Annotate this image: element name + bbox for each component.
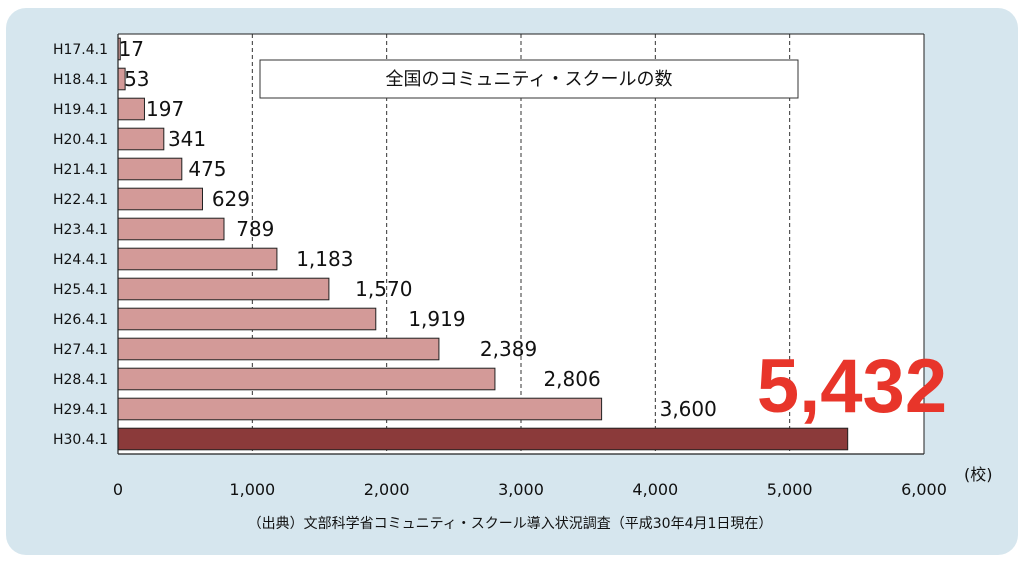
value-label: 2,806 — [543, 367, 600, 391]
bar — [117, 187, 203, 211]
category-label: H26.4.1 — [53, 312, 108, 328]
category-label: H28.4.1 — [53, 372, 108, 388]
bar — [117, 97, 145, 121]
x-axis-unit: (校) — [964, 465, 993, 484]
value-label: 3,600 — [660, 397, 717, 421]
x-tick-label: 6,000 — [901, 480, 947, 499]
category-label: H17.4.1 — [53, 42, 108, 58]
bar — [117, 427, 849, 451]
chart-title: 全国のコミュニティ・スクールの数 — [386, 69, 673, 90]
value-label: 789 — [236, 217, 274, 241]
x-tick-label: 1,000 — [229, 480, 275, 499]
x-tick-label: 4,000 — [632, 480, 678, 499]
bar — [117, 217, 225, 241]
highlight-value-label: 5,432 — [757, 344, 947, 429]
category-label: H30.4.1 — [53, 432, 108, 448]
value-label: 341 — [168, 127, 206, 151]
bar — [117, 127, 165, 151]
bar — [117, 337, 440, 361]
value-label: 1,919 — [408, 307, 465, 331]
category-label: H21.4.1 — [53, 162, 108, 178]
source-note: （出典）文部科学省コミュニティ・スクール導入状況調査（平成30年4月1日現在） — [248, 516, 773, 532]
bar — [117, 157, 183, 181]
bar — [117, 247, 278, 271]
value-label: 17 — [119, 37, 144, 61]
bar — [117, 397, 603, 421]
bar — [117, 277, 330, 301]
category-label: H18.4.1 — [53, 72, 108, 88]
category-label: H22.4.1 — [53, 192, 108, 208]
category-label: H29.4.1 — [53, 402, 108, 418]
value-label: 475 — [188, 157, 226, 181]
category-label: H20.4.1 — [53, 132, 108, 148]
value-label: 197 — [146, 97, 184, 121]
category-label: H23.4.1 — [53, 222, 108, 238]
value-label: 2,389 — [480, 337, 537, 361]
x-tick-label: 2,000 — [364, 480, 410, 499]
bar — [117, 307, 377, 331]
x-tick-label: 0 — [113, 480, 123, 499]
bar — [117, 367, 496, 391]
value-label: 629 — [212, 187, 250, 211]
value-label: 1,183 — [296, 247, 353, 271]
category-label: H24.4.1 — [53, 252, 108, 268]
value-label: 1,570 — [355, 277, 412, 301]
category-label: H27.4.1 — [53, 342, 108, 358]
category-label: H25.4.1 — [53, 282, 108, 298]
x-tick-label: 3,000 — [498, 480, 544, 499]
chart-title-box — [259, 59, 799, 99]
category-label: H19.4.1 — [53, 102, 108, 118]
x-tick-label: 5,000 — [767, 480, 813, 499]
value-label: 53 — [124, 67, 149, 91]
